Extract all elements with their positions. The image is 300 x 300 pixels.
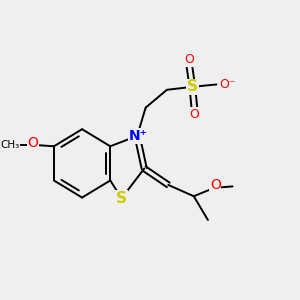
Text: N⁺: N⁺ xyxy=(129,129,148,143)
Text: O: O xyxy=(210,178,221,192)
Text: O: O xyxy=(190,108,200,121)
Text: O⁻: O⁻ xyxy=(219,78,236,91)
Text: O: O xyxy=(184,53,194,66)
Text: O: O xyxy=(27,136,38,150)
Text: CH₃: CH₃ xyxy=(0,140,20,150)
Text: S: S xyxy=(187,79,198,94)
Text: S: S xyxy=(116,191,127,206)
